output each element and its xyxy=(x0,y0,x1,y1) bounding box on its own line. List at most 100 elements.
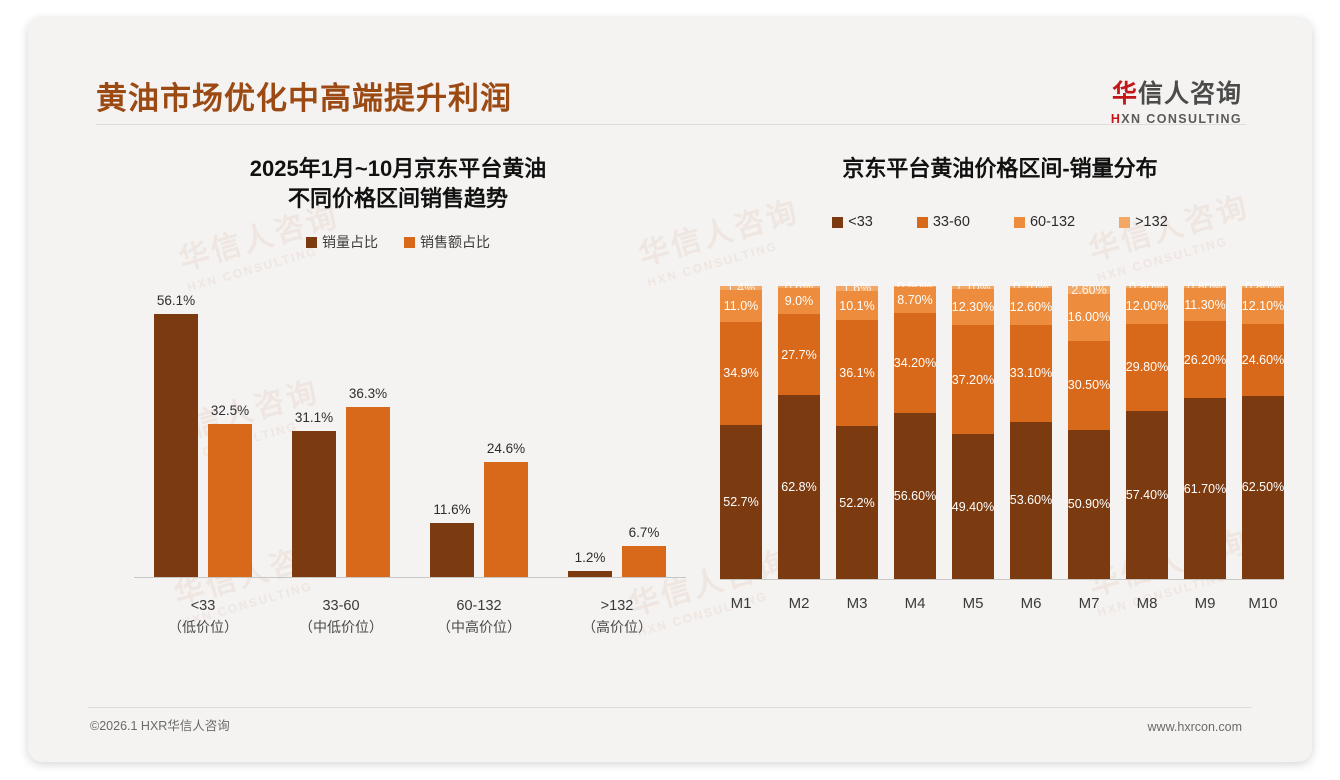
legend-label: <33 xyxy=(848,214,873,230)
stacked-bar-column[interactable]: 0.6%9.0%27.7%62.8% xyxy=(778,280,820,579)
stack-segment[interactable]: 50.90% xyxy=(1068,429,1110,579)
stacked-bar-column[interactable]: 1.6% 10.1% 36.1% 52.2% xyxy=(836,281,878,579)
bar-column[interactable]: 1.2% xyxy=(568,286,612,577)
segment-value-label: 61.70% xyxy=(1183,481,1227,496)
x-axis-label: 60-132 xyxy=(456,598,502,614)
stack-segment[interactable]: 12.00% xyxy=(1126,288,1168,324)
stacked-bar-column[interactable]: 1.4% 11.0% 34.9% 52.7% xyxy=(720,281,762,579)
stack-segment[interactable]: 53.60% xyxy=(1010,421,1052,579)
stack-segment[interactable]: 27.7% xyxy=(778,314,820,396)
legend-label: 销量占比 xyxy=(322,234,378,250)
segment-value-label: 16.00% xyxy=(1067,310,1111,325)
bar-column[interactable]: 32.5% xyxy=(208,286,252,577)
x-axis-category: <33 （低价位） xyxy=(143,598,263,658)
grouped-bar-chart: 56.1% 32.5% 31.1% 36.3% 11.6% 24.6% 1.2% 6.7% <… xyxy=(106,286,694,635)
bar[interactable] xyxy=(208,424,252,577)
segment-value-label: 36.1% xyxy=(839,366,875,381)
bar-column[interactable]: 31.1% xyxy=(292,286,336,577)
legend-swatch xyxy=(832,216,844,228)
bar[interactable] xyxy=(484,461,528,577)
x-axis-category: 60-132 （中高价位） xyxy=(419,598,539,658)
left-chart-legend: 销量占比 销售额占比 xyxy=(88,232,708,252)
legend-label: 33-60 xyxy=(932,214,970,230)
stack-segment[interactable]: 9.0% xyxy=(778,287,820,315)
legend-item[interactable]: <33 xyxy=(832,214,873,230)
bar-column[interactable]: 36.3% xyxy=(346,286,390,577)
logo-cn-rest: 信人咨询 xyxy=(1137,80,1242,108)
left-chart-panel: 2025年1月~10月京东平台黄油 不同价格区间销售趋势 销量占比 销售额占比 … xyxy=(88,136,708,696)
bar[interactable] xyxy=(568,571,612,577)
stack-segment[interactable]: 62.8% xyxy=(778,395,820,579)
x-axis-label: M4 xyxy=(904,594,926,612)
legend-item[interactable]: 销量占比 xyxy=(306,232,378,252)
stacked-bar-x-axis: M1 M2 M3 M4 M5 M6 M7 M8 M9 M10 xyxy=(720,586,1284,620)
right-chart-panel: 京东平台黄油价格区间-销量分布 <33 33-60 60-132 >132 1.4% 1… xyxy=(700,136,1300,696)
legend-item[interactable]: 33-60 xyxy=(916,214,970,230)
stacked-bar-column[interactable]: 0.80% 12.10% 24.60% 62.50% xyxy=(1242,280,1284,579)
logo-en-rest: XN CONSULTING xyxy=(1121,112,1242,126)
segment-value-label: 34.20% xyxy=(893,356,937,371)
bar-group: 11.6% 24.6% xyxy=(430,286,528,577)
stacked-bar-column[interactable]: 1.10% 12.30% 37.20% 49.40% xyxy=(952,281,994,579)
bar[interactable] xyxy=(622,545,666,577)
x-axis-sublabel: （高价位） xyxy=(582,619,652,635)
stack-segment[interactable]: 33.10% xyxy=(1010,324,1052,422)
legend-item[interactable]: 60-132 xyxy=(1013,214,1075,230)
bar-column[interactable]: 11.6% xyxy=(430,286,474,577)
stacked-bar-column[interactable]: 0.80% 11.30% 26.20% 61.70% xyxy=(1183,280,1227,579)
stack-segment[interactable]: 12.60% xyxy=(1010,288,1052,325)
right-chart-title: 京东平台黄油价格区间-销量分布 xyxy=(842,156,1158,181)
x-axis-label: M7 xyxy=(1078,594,1100,612)
grouped-bar-x-axis: <33 （低价位） 33-60 （中低价位） 60-132 （中高价位） >132 （高价位） xyxy=(134,598,686,658)
legend-item[interactable]: >132 xyxy=(1119,214,1168,230)
stack-segment[interactable]: 8.70% xyxy=(894,287,936,313)
stack-segment[interactable]: 52.2% xyxy=(836,426,878,579)
stack-segment[interactable]: 57.40% xyxy=(1126,410,1168,579)
stack-segment[interactable]: 37.20% xyxy=(952,325,994,435)
stack-segment[interactable]: 56.60% xyxy=(894,413,936,579)
stack-segment[interactable]: 2.60% xyxy=(1068,283,1110,297)
stack-segment[interactable]: 11.0% xyxy=(720,290,762,323)
bar-value-label: 6.7% xyxy=(628,524,660,540)
logo-english: HXN CONSULTING xyxy=(1111,112,1242,126)
stack-segment[interactable]: 49.40% xyxy=(952,434,994,579)
stacked-bar-column[interactable]: 0.80% 12.00% 29.80% 57.40% xyxy=(1126,280,1168,579)
stack-segment[interactable]: 10.1% xyxy=(836,290,878,321)
segment-value-label: 62.8% xyxy=(781,480,817,495)
bar[interactable] xyxy=(292,431,336,577)
stack-segment[interactable]: 34.9% xyxy=(720,322,762,425)
stack-segment[interactable]: 61.70% xyxy=(1184,398,1226,579)
stack-segment[interactable]: 26.20% xyxy=(1183,321,1227,399)
stack-segment[interactable]: 62.50% xyxy=(1242,395,1284,579)
segment-value-label: 26.20% xyxy=(1183,352,1227,367)
stack-segment[interactable]: 24.60% xyxy=(1242,323,1284,396)
bar-value-label: 36.3% xyxy=(348,385,388,401)
bar[interactable] xyxy=(154,313,198,577)
stacked-bar-column[interactable]: 2.60% 16.00% 30.50% 50.90% xyxy=(1067,283,1111,579)
legend-label: >132 xyxy=(1135,214,1168,230)
stacked-bar-column[interactable]: 0.50%8.70%34.20%56.60% xyxy=(893,280,937,579)
stack-segment[interactable]: 11.30% xyxy=(1184,288,1226,322)
stacked-bar-column[interactable]: 0.70% 12.60% 33.10% 53.60% xyxy=(1010,280,1052,579)
bar[interactable] xyxy=(430,522,474,577)
bar-group: 1.2% 6.7% xyxy=(568,286,666,577)
stack-segment[interactable]: 16.00% xyxy=(1067,293,1111,341)
stack-segment[interactable]: 52.7% xyxy=(720,424,762,579)
stack-segment[interactable]: 36.1% xyxy=(836,320,878,427)
stack-segment[interactable]: 34.20% xyxy=(893,312,937,414)
x-axis-label: M8 xyxy=(1136,594,1158,612)
legend-swatch xyxy=(1013,216,1025,228)
legend-item[interactable]: 销售额占比 xyxy=(404,232,490,252)
left-chart-title-line1: 2025年1月~10月京东平台黄油 xyxy=(249,156,547,181)
stack-segment[interactable]: 12.10% xyxy=(1242,288,1284,324)
segment-value-label: 34.9% xyxy=(723,366,759,381)
page-title: 黄油市场优化中高端提升利润 xyxy=(96,81,512,116)
stack-segment[interactable]: 29.80% xyxy=(1126,323,1168,411)
bar-column[interactable]: 6.7% xyxy=(622,286,666,577)
bar-column[interactable]: 24.6% xyxy=(484,286,528,577)
segment-value-label: 11.30% xyxy=(1184,297,1226,312)
stack-segment[interactable]: 30.50% xyxy=(1068,340,1110,430)
bar[interactable] xyxy=(346,406,390,577)
stack-segment[interactable]: 12.30% xyxy=(952,289,994,326)
bar-column[interactable]: 56.1% xyxy=(154,286,198,577)
